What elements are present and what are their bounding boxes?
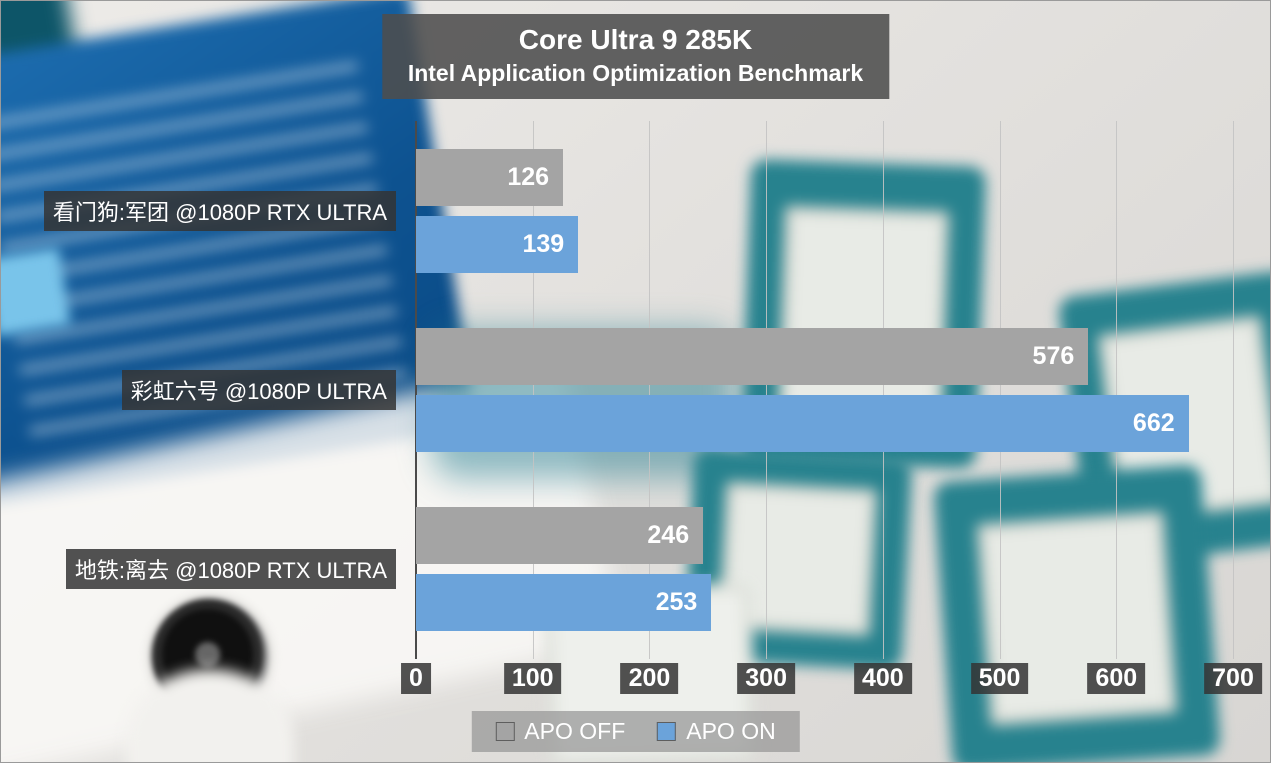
chart-title-main: Core Ultra 9 285K [518,24,753,55]
gridline [882,121,884,659]
bar-apo-off: 576 [416,327,1089,385]
bar-value-label: 126 [507,162,550,191]
x-tick-label: 500 [970,663,1029,694]
bar-group-metro-exodus: 地铁:离去 @1080P RTX ULTRA 246 253 [65,507,1233,632]
legend-swatch-apo-off [495,722,515,741]
bar-value-label: 253 [655,588,698,617]
bar-group-watchdogs: 看门狗:军团 @1080P RTX ULTRA 126 139 [43,148,1233,273]
gridline [1116,121,1118,659]
legend-label-apo-off: APO OFF [524,718,626,744]
bar-value-label: 662 [1132,408,1175,437]
bar-apo-on: 662 [416,394,1189,452]
bar-value-label: 576 [1032,341,1075,370]
plot-area: 看门狗:军团 @1080P RTX ULTRA 126 139 彩虹六号 @10… [43,121,1234,659]
spec-card-chip [1,247,71,337]
legend-label-apo-on: APO ON [686,718,776,744]
gridline [999,121,1001,659]
chart-title: Core Ultra 9 285K Intel Application Opti… [381,14,890,99]
bar-apo-off: 246 [416,507,704,565]
x-axis: 0 100 200 300 400 500 600 700 [401,663,1262,705]
bar-group-rainbow-six: 彩虹六号 @1080P ULTRA 576 662 [121,327,1233,452]
x-tick-label: 100 [503,663,562,694]
x-tick-label: 300 [737,663,795,694]
category-label: 彩虹六号 @1080P ULTRA [121,369,396,410]
legend-item-apo-on: APO ON [657,718,776,745]
x-tick-label: 600 [1087,663,1146,694]
bar-apo-on: 253 [416,574,712,632]
bar-apo-on: 139 [416,215,579,273]
category-label: 看门狗:军团 @1080P RTX ULTRA [43,190,396,231]
legend: APO OFF APO ON [471,711,800,752]
category-label: 地铁:离去 @1080P RTX ULTRA [65,549,396,590]
chart-title-sub: Intel Application Optimization Benchmark [407,59,864,86]
x-tick-label: 0 [401,663,431,694]
legend-item-apo-off: APO OFF [495,718,625,745]
x-tick-label: 200 [620,663,679,694]
bar-value-label: 246 [647,521,690,550]
legend-swatch-apo-on [657,722,677,741]
x-tick-label: 700 [1204,663,1262,694]
bar-value-label: 139 [522,229,565,258]
bar-apo-off: 126 [416,148,564,206]
bar-groups: 看门狗:军团 @1080P RTX ULTRA 126 139 彩虹六号 @10… [43,121,1233,659]
gridline [532,121,534,659]
x-tick-label: 400 [853,663,912,694]
gridline [766,121,768,659]
gridline [649,121,651,659]
y-axis-line [415,121,417,659]
gridline [1233,121,1234,659]
